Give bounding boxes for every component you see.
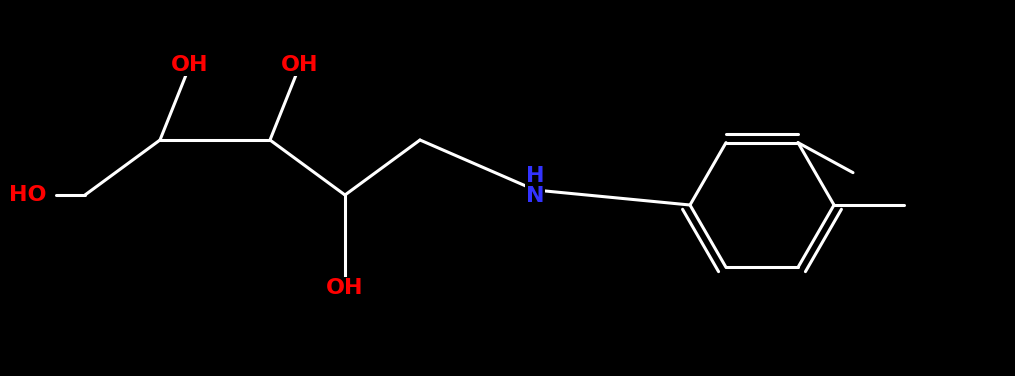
Text: OH: OH	[281, 55, 319, 75]
Text: OH: OH	[172, 55, 209, 75]
Text: HO: HO	[9, 185, 47, 205]
Text: H: H	[526, 166, 544, 186]
Text: OH: OH	[326, 278, 363, 298]
Text: N: N	[526, 186, 544, 206]
